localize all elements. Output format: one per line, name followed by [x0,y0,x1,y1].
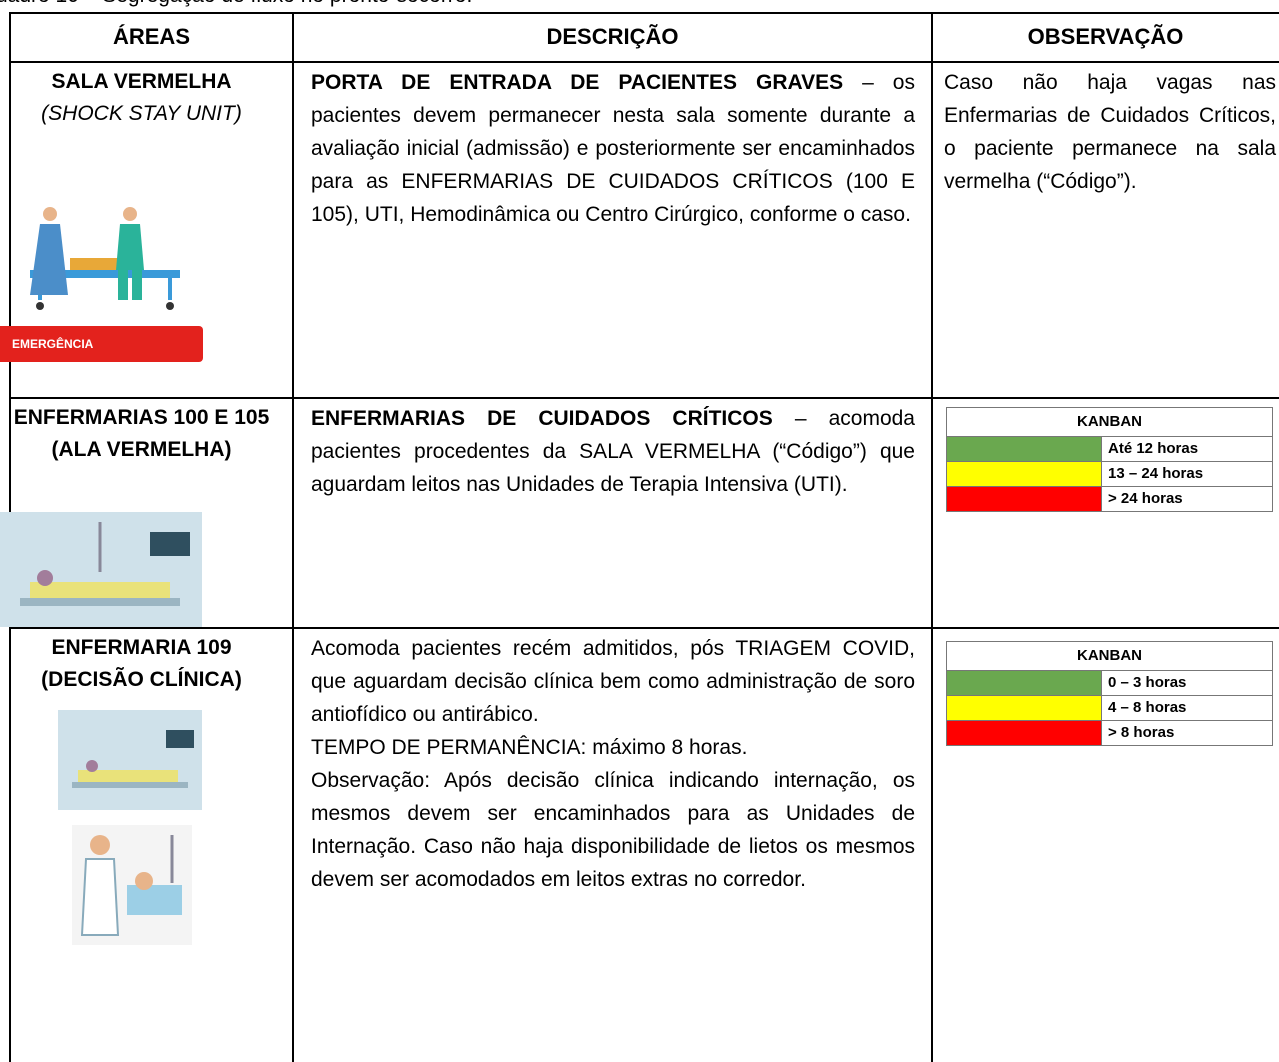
header-cell: DESCRIÇÃO [546,24,679,49]
area-subtitle: (ALA VERMELHA) [51,438,232,461]
description-text: – os pacientes devem permanecer nesta sa… [311,71,915,226]
area-title: ENFERMARIA 109 [51,636,232,659]
observation: Caso não haja vagas nas Enfermarias de C… [944,71,1276,193]
ward-image [58,710,202,810]
badge: EMERGÊNCIA [0,326,203,362]
description: PORTA DE ENTRADA DE PACIENTES GRAVES – o… [311,66,915,231]
kanban-row: Até 12 horas [947,437,1272,462]
area-subtitle: (SHOCK STAY UNIT) [0,98,303,130]
kanban-label: > 24 horas [1108,490,1183,507]
paragraph: TEMPO DE PERMANÊNCIA: máximo 8 horas. [311,736,748,759]
header-cell: OBSERVAÇÃO [1027,24,1184,49]
ward-image [0,512,202,627]
description: ENFERMARIAS DE CUIDADOS CRÍTICOS – acomo… [311,402,915,501]
kanban-title: KANBAN [947,642,1272,671]
area: ENFERMARIAS 100 E 105 (ALA VERMELHA) [0,402,303,466]
paragraph: Acomoda pacientes recém admitidos, pós T… [311,637,915,726]
kanban-label: 13 – 24 horas [1108,465,1204,482]
description: Acomoda pacientes recém admitidos, pós T… [311,632,915,896]
rule [10,397,1279,399]
stretcher-icon [30,207,180,310]
area-title: SALA VERMELHA [51,70,232,93]
caption: uadro 10 – Segregação de fluxo no pronto… [0,0,472,8]
area: SALA VERMELHA (SHOCK STAY UNIT) [0,66,303,130]
rule [10,12,1279,14]
kanban-title: KANBAN [947,408,1272,437]
area-subtitle: (DECISÃO CLÍNICA) [41,668,242,691]
doctor-image [72,825,192,945]
kanban: KANBAN Até 12 horas 13 – 24 horas > 24 h… [946,407,1273,512]
header-cell: ÁREAS [112,24,190,49]
area: ENFERMARIA 109 (DECISÃO CLÍNICA) [0,632,303,696]
kanban-row: 13 – 24 horas [947,462,1272,487]
paragraph: Observação: Após decisão clínica indican… [311,769,915,891]
kanban: KANBAN 0 – 3 horas 4 – 8 horas > 8 horas [946,641,1273,746]
description-bold: PORTA DE ENTRADA DE PACIENTES GRAVES [311,71,844,94]
rule [10,61,1279,63]
kanban-label: > 8 horas [1108,724,1175,741]
rule [292,12,294,1062]
kanban-row: > 8 horas [947,721,1272,745]
kanban-label: Até 12 horas [1108,440,1199,457]
kanban-row: 4 – 8 horas [947,696,1272,721]
area-title: ENFERMARIAS 100 E 105 [13,406,270,429]
description-text: – acomoda pacientes procedentes da SALA … [311,407,915,496]
description-bold: ENFERMARIAS DE CUIDADOS CRÍTICOS [311,407,773,430]
rule [931,12,933,1062]
kanban-row: > 24 horas [947,487,1272,511]
rule [10,627,1279,629]
area-subtitle-text: (SHOCK STAY UNIT) [41,102,242,125]
kanban-label: 4 – 8 horas [1108,699,1187,716]
kanban-row: 0 – 3 horas [947,671,1272,696]
kanban-label: 0 – 3 horas [1108,674,1187,691]
